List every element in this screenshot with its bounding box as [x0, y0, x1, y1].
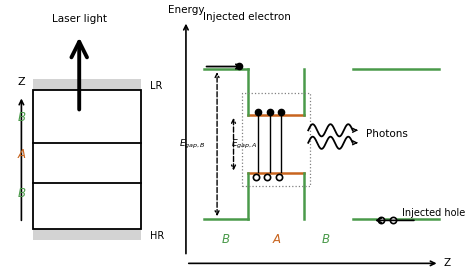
- Text: LR: LR: [150, 81, 163, 91]
- Text: $E_{gap,A}$: $E_{gap,A}$: [231, 137, 258, 151]
- Text: Injected hole: Injected hole: [401, 208, 465, 218]
- Text: Energy: Energy: [168, 5, 204, 15]
- Text: B: B: [222, 233, 230, 246]
- Text: B: B: [18, 111, 26, 123]
- Text: HR: HR: [150, 231, 164, 241]
- Text: Photons: Photons: [366, 129, 408, 139]
- Text: B: B: [18, 187, 26, 200]
- Text: Z: Z: [444, 258, 451, 268]
- Text: Laser light: Laser light: [52, 13, 107, 24]
- Text: Z: Z: [18, 77, 25, 87]
- Text: $E_{gap,B}$: $E_{gap,B}$: [179, 137, 206, 151]
- Text: A: A: [18, 148, 26, 161]
- Text: A: A: [272, 233, 280, 246]
- Text: B: B: [322, 233, 330, 246]
- Bar: [33, 229, 141, 240]
- Bar: [33, 90, 141, 229]
- Text: Injected electron: Injected electron: [203, 12, 291, 22]
- Bar: [33, 79, 141, 90]
